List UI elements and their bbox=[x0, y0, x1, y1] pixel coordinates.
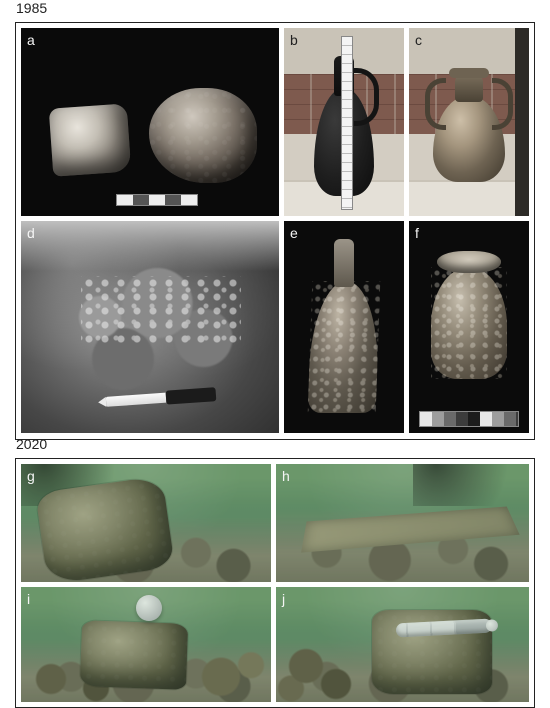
section-2020: g h i j bbox=[15, 458, 535, 708]
panel-c: c bbox=[409, 28, 529, 216]
panel-b-label: b bbox=[290, 32, 298, 48]
scalebar-f bbox=[419, 411, 519, 427]
haze bbox=[276, 464, 529, 582]
panel-a: a bbox=[21, 28, 279, 216]
panel-j: j bbox=[276, 587, 529, 702]
haze bbox=[21, 587, 271, 702]
haze bbox=[276, 587, 529, 702]
panel-d-label: d bbox=[27, 225, 35, 241]
stone-left bbox=[49, 103, 132, 176]
year-label-2020: 2020 bbox=[16, 436, 47, 452]
panel-i: i bbox=[21, 587, 271, 702]
corner-block bbox=[515, 28, 529, 216]
panel-h: h bbox=[276, 464, 529, 582]
haze bbox=[21, 464, 271, 582]
panel-h-label: h bbox=[282, 468, 290, 484]
small-pot bbox=[427, 251, 511, 391]
panel-b: b bbox=[284, 28, 404, 216]
stone-right bbox=[149, 88, 257, 183]
section-1985: a b c bbox=[15, 22, 535, 440]
panel-g-label: g bbox=[27, 468, 35, 484]
panel-c-label: c bbox=[415, 32, 422, 48]
panel-f: f bbox=[409, 221, 529, 433]
panel-j-label: j bbox=[282, 591, 285, 607]
panel-a-label: a bbox=[27, 32, 35, 48]
vertical-ruler bbox=[341, 36, 353, 210]
scalebar-a bbox=[116, 194, 198, 206]
barnacles bbox=[81, 276, 241, 346]
figure-page: 1985 a b c bbox=[0, 0, 550, 702]
panel-e: e bbox=[284, 221, 404, 433]
panel-g: g bbox=[21, 464, 271, 582]
panel-e-label: e bbox=[290, 225, 298, 241]
panel-d: d bbox=[21, 221, 279, 433]
encrusted-flask bbox=[304, 239, 384, 419]
panel-f-label: f bbox=[415, 225, 419, 241]
year-label-1985: 1985 bbox=[16, 0, 47, 16]
panel-i-label: i bbox=[27, 591, 30, 607]
two-handled-pot bbox=[427, 68, 511, 188]
